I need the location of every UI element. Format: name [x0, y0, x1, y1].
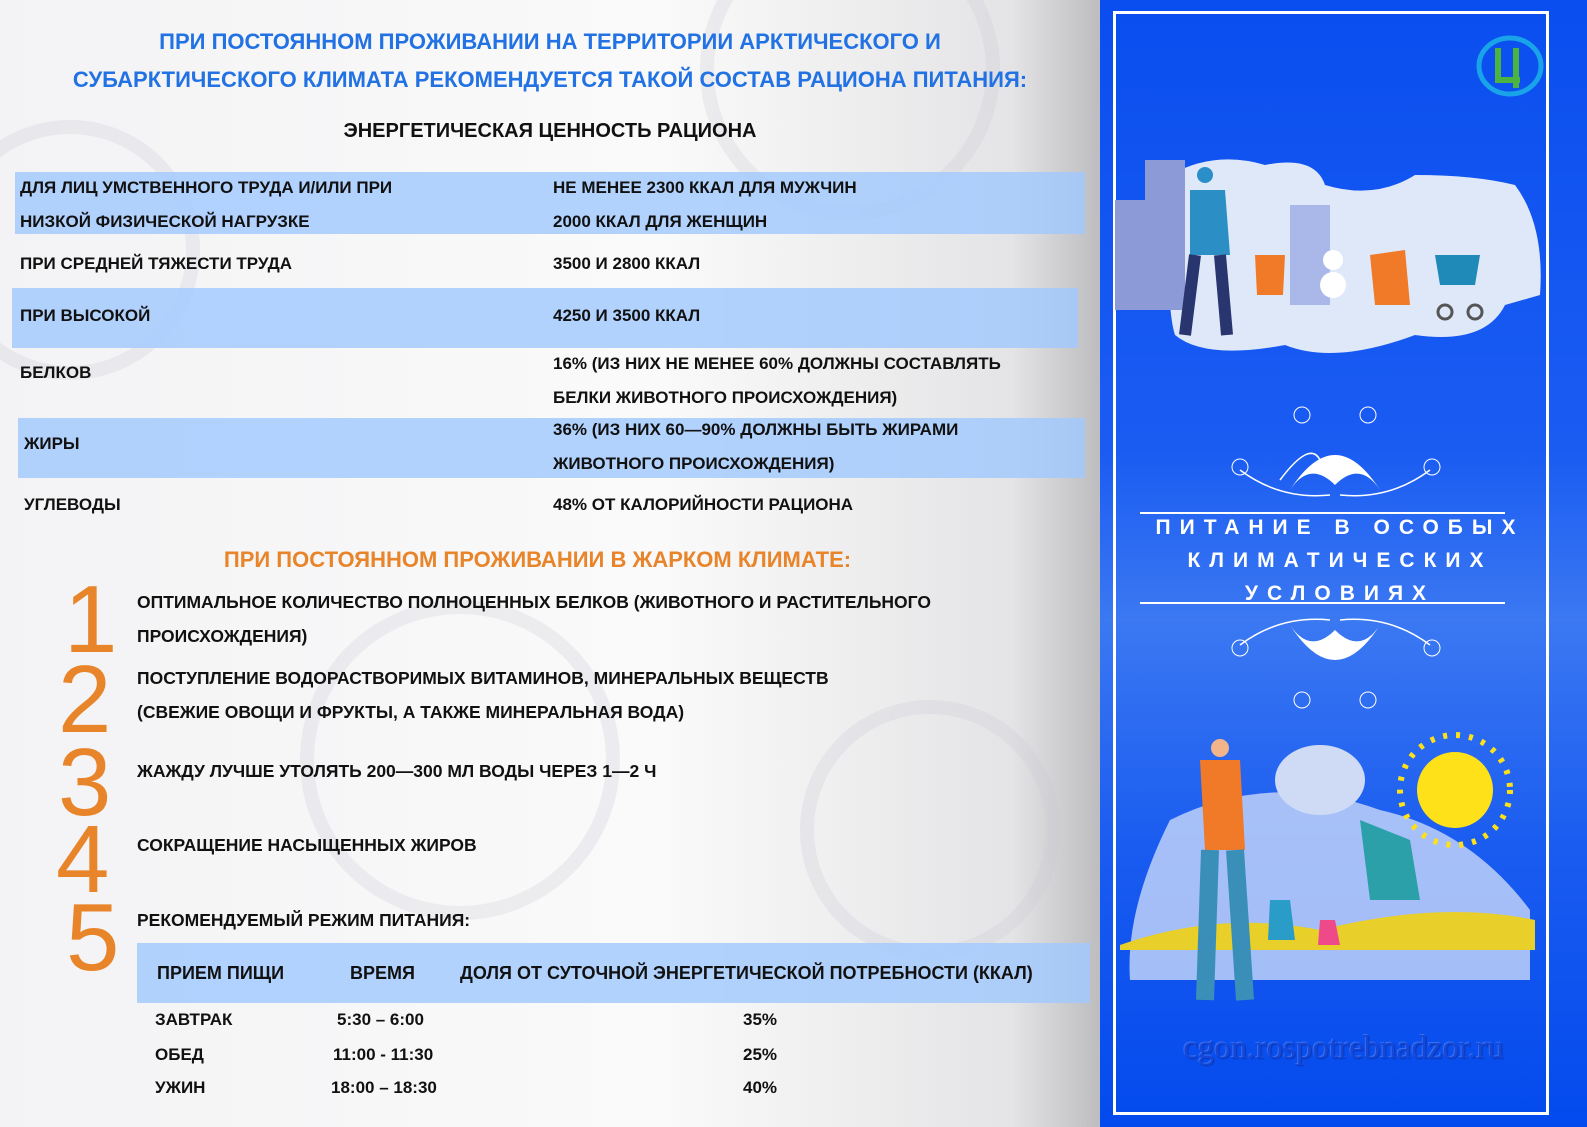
- number-3: 3: [58, 729, 112, 836]
- item-line: ОПТИМАЛЬНОЕ КОЛИЧЕСТВО ПОЛНОЦЕННЫХ БЕЛКО…: [137, 592, 931, 612]
- hot-item-2: ПОСТУПЛЕНИЕ ВОДОРАСТВОРИМЫХ ВИТАМИНОВ, М…: [137, 661, 829, 729]
- row-label: ЖИРЫ: [24, 434, 80, 453]
- ornament-icon: [1231, 618, 1441, 709]
- divider: [1140, 512, 1505, 514]
- meal-header: ДОЛЯ ОТ СУТОЧНОЙ ЭНЕРГЕТИЧЕСКОЙ ПОТРЕБНО…: [460, 963, 1033, 983]
- item-line: ПРОИСХОЖДЕНИЯ): [137, 626, 308, 646]
- meal-share: 40%: [743, 1078, 778, 1097]
- sidebar-title-line3: УСЛОВИЯХ: [1244, 582, 1436, 605]
- page-title-line1: ПРИ ПОСТОЯННОМ ПРОЖИВАНИИ НА ТЕРРИТОРИИ …: [159, 29, 941, 54]
- summer-family-illustration: [1120, 732, 1535, 1001]
- row-label: УГЛЕВОДЫ: [24, 495, 121, 514]
- row-label: ПРИ ВЫСОКОЙ: [20, 306, 151, 325]
- row-band: [12, 288, 1078, 348]
- value-line: 2000 ККАЛ ДЛЯ ЖЕНЩИН: [553, 212, 768, 231]
- meal-name: ЗАВТРАК: [155, 1010, 233, 1029]
- meal-name: УЖИН: [155, 1078, 206, 1097]
- meal-header-band: [137, 943, 1090, 1003]
- hot-item-3: ЖАЖДУ ЛУЧШЕ УТОЛЯТЬ 200—300 МЛ ВОДЫ ЧЕРЕ…: [137, 761, 657, 781]
- content-panel: ПРИ ПОСТОЯННОМ ПРОЖИВАНИИ НА ТЕРРИТОРИИ …: [0, 0, 1100, 1127]
- meal-time: 11:00 - 11:30: [333, 1045, 434, 1064]
- row-value: НЕ МЕНЕЕ 2300 ККАЛ ДЛЯ МУЖЧИН 2000 ККАЛ Д…: [553, 171, 857, 239]
- label-line: НИЗКОЙ ФИЗИЧЕСКОЙ НАГРУЗКЕ: [20, 212, 310, 231]
- winter-family-illustration: [1115, 159, 1541, 353]
- meal-share: 35%: [743, 1010, 778, 1029]
- row-value: 48% ОТ КАЛОРИЙНОСТИ РАЦИОНА: [553, 495, 854, 514]
- meal-share: 25%: [743, 1045, 778, 1064]
- sidebar-title-line1: ПИТАНИЕ В ОСОБЫХ: [1155, 516, 1525, 539]
- meal-time: 18:00 – 18:30: [331, 1078, 437, 1097]
- sidebar-panel: ПИТАНИЕ В ОСОБЫХ КЛИМАТИЧЕСКИХ УСЛОВИЯХ …: [1100, 0, 1587, 1127]
- item-line: ПОСТУПЛЕНИЕ ВОДОРАСТВОРИМЫХ ВИТАМИНОВ, М…: [137, 668, 829, 688]
- hot-climate-heading: ПРИ ПОСТОЯННОМ ПРОЖИВАНИИ В ЖАРКОМ КЛИМА…: [223, 547, 852, 572]
- value-line: 36% (ИЗ НИХ 60—90% ДОЛЖНЫ БЫТЬ ЖИРАМИ: [553, 420, 959, 439]
- row-label: БЕЛКОВ: [20, 363, 92, 382]
- meal-header: ВРЕМЯ: [350, 963, 415, 983]
- row-label: ДЛЯ ЛИЦ УМСТВЕННОГО ТРУДА И/ИЛИ ПРИ НИЗКО…: [20, 171, 392, 239]
- row-value: 4250 И 3500 ККАЛ: [553, 306, 701, 325]
- row-value: 16% (ИЗ НИХ НЕ МЕНЕЕ 60% ДОЛЖНЫ СОСТАВЛЯ…: [553, 347, 1001, 415]
- row-band: [18, 418, 1085, 478]
- ornament-icon: [1231, 406, 1441, 497]
- row-value: 3500 И 2800 ККАЛ: [553, 254, 701, 273]
- logo-icon: [1476, 35, 1544, 97]
- number-2: 2: [58, 646, 112, 753]
- value-line: ЖИВОТНОГО ПРОИСХОЖДЕНИЯ): [553, 454, 835, 473]
- number-4: 4: [56, 806, 110, 913]
- value-line: БЕЛКИ ЖИВОТНОГО ПРОИСХОЖДЕНИЯ): [553, 388, 898, 407]
- row-band: [15, 172, 1085, 234]
- value-line: НЕ МЕНЕЕ 2300 ККАЛ ДЛЯ МУЖЧИН: [553, 178, 857, 197]
- sidebar-title-line2: КЛИМАТИЧЕСКИХ: [1187, 549, 1493, 572]
- row-label: ПРИ СРЕДНЕЙ ТЯЖЕСТИ ТРУДА: [20, 254, 292, 273]
- background-ornament: [800, 700, 1060, 960]
- hot-item-1: ОПТИМАЛЬНОЕ КОЛИЧЕСТВО ПОЛНОЦЕННЫХ БЕЛКО…: [137, 585, 931, 653]
- page-title-line2: СУБАРКТИЧЕСКОГО КЛИМАТА РЕКОМЕНДУЕТСЯ ТА…: [72, 67, 1028, 92]
- white-frame: [1113, 11, 1549, 1115]
- value-line: 16% (ИЗ НИХ НЕ МЕНЕЕ 60% ДОЛЖНЫ СОСТАВЛЯ…: [553, 354, 1001, 373]
- hot-item-5: РЕКОМЕНДУЕМЫЙ РЕЖИМ ПИТАНИЯ:: [137, 910, 471, 930]
- divider: [1140, 602, 1505, 604]
- meal-header: ПРИЕМ ПИЩИ: [157, 963, 285, 983]
- meal-time: 5:30 – 6:00: [337, 1010, 424, 1029]
- row-value: 36% (ИЗ НИХ 60—90% ДОЛЖНЫ БЫТЬ ЖИРАМИ ЖИВ…: [553, 413, 958, 481]
- number-1: 1: [64, 566, 118, 673]
- meal-name: ОБЕД: [155, 1045, 204, 1064]
- section-subtitle: ЭНЕРГЕТИЧЕСКАЯ ЦЕННОСТЬ РАЦИОНА: [343, 120, 757, 142]
- watermark: cgon.rospotrebnadzor.ru: [1183, 1030, 1504, 1066]
- number-5: 5: [66, 884, 120, 991]
- hot-item-4: СОКРАЩЕНИЕ НАСЫЩЕННЫХ ЖИРОВ: [137, 835, 477, 855]
- label-line: ДЛЯ ЛИЦ УМСТВЕННОГО ТРУДА И/ИЛИ ПРИ: [20, 178, 393, 197]
- item-line: (СВЕЖИЕ ОВОЩИ И ФРУКТЫ, А ТАКЖЕ МИНЕРАЛЬ…: [137, 702, 685, 722]
